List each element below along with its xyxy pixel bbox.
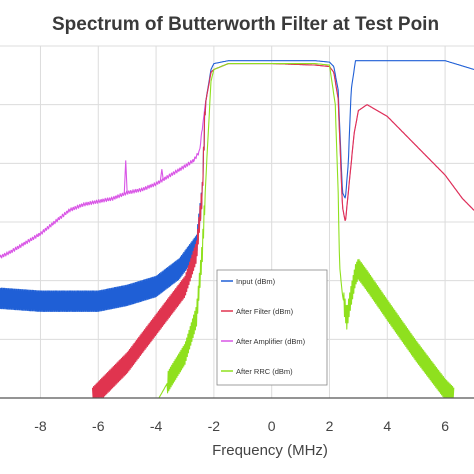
series-lines [0, 60, 474, 399]
x-tick-label: -2 [208, 418, 221, 434]
x-tick-label: 6 [441, 418, 449, 434]
legend-box [216, 269, 328, 386]
x-tick-label: -4 [150, 418, 163, 434]
legend-entry: Input (dBm) [236, 277, 276, 286]
x-tick-label: 0 [268, 418, 276, 434]
x-tick-labels: -8 -6 -4 -2 0 2 4 6 [34, 418, 449, 434]
legend: Input (dBm) After Filter (dBm) After Ampli… [216, 269, 328, 386]
x-tick-label: 4 [383, 418, 391, 434]
x-axis-label: Frequency (MHz) [212, 442, 328, 459]
series-line [0, 60, 474, 313]
legend-entry: After RRC (dBm) [236, 367, 293, 376]
series-line [0, 63, 474, 259]
series-spike [159, 169, 164, 181]
x-tick-label: -8 [34, 418, 47, 434]
legend-entry: After Filter (dBm) [236, 307, 294, 316]
chart-title: Spectrum of Butterworth Filter at Test P… [52, 14, 440, 35]
legend-entry: After Amplifier (dBm) [236, 337, 306, 346]
series-spike [123, 160, 128, 194]
x-tick-label: 2 [326, 418, 334, 434]
series-line [158, 63, 455, 399]
x-tick-label: -6 [92, 418, 105, 434]
